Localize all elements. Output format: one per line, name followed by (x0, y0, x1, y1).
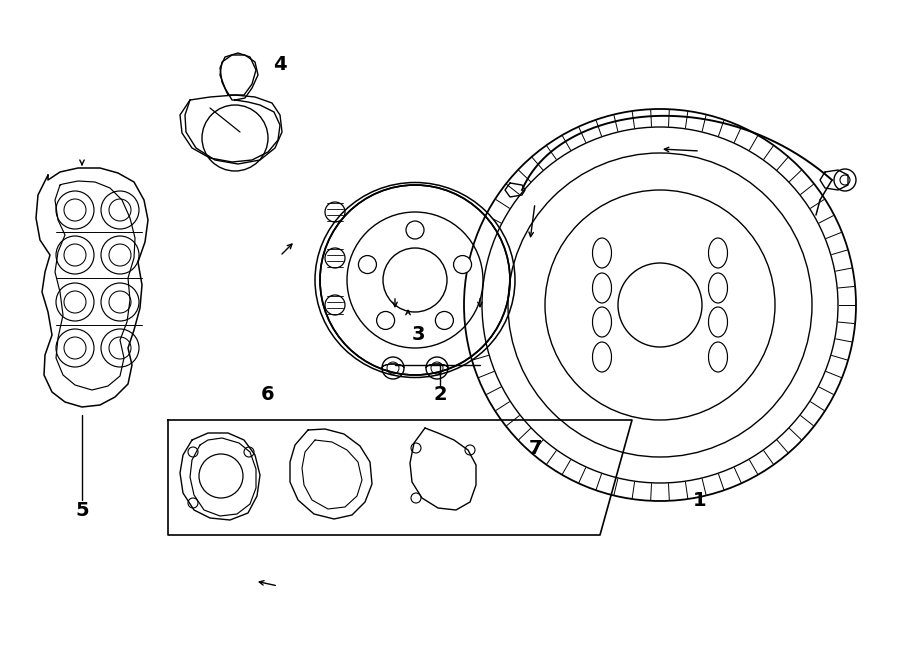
Circle shape (406, 221, 424, 239)
Ellipse shape (315, 182, 515, 377)
Circle shape (358, 256, 376, 274)
Text: 5: 5 (76, 500, 89, 520)
Circle shape (376, 311, 394, 329)
Text: 6: 6 (261, 385, 274, 405)
Text: 7: 7 (528, 438, 542, 457)
Text: 4: 4 (274, 56, 287, 75)
Circle shape (454, 256, 472, 274)
Text: 1: 1 (693, 490, 706, 510)
Text: 2: 2 (433, 385, 446, 405)
Text: 3: 3 (411, 325, 425, 344)
Circle shape (436, 311, 454, 329)
